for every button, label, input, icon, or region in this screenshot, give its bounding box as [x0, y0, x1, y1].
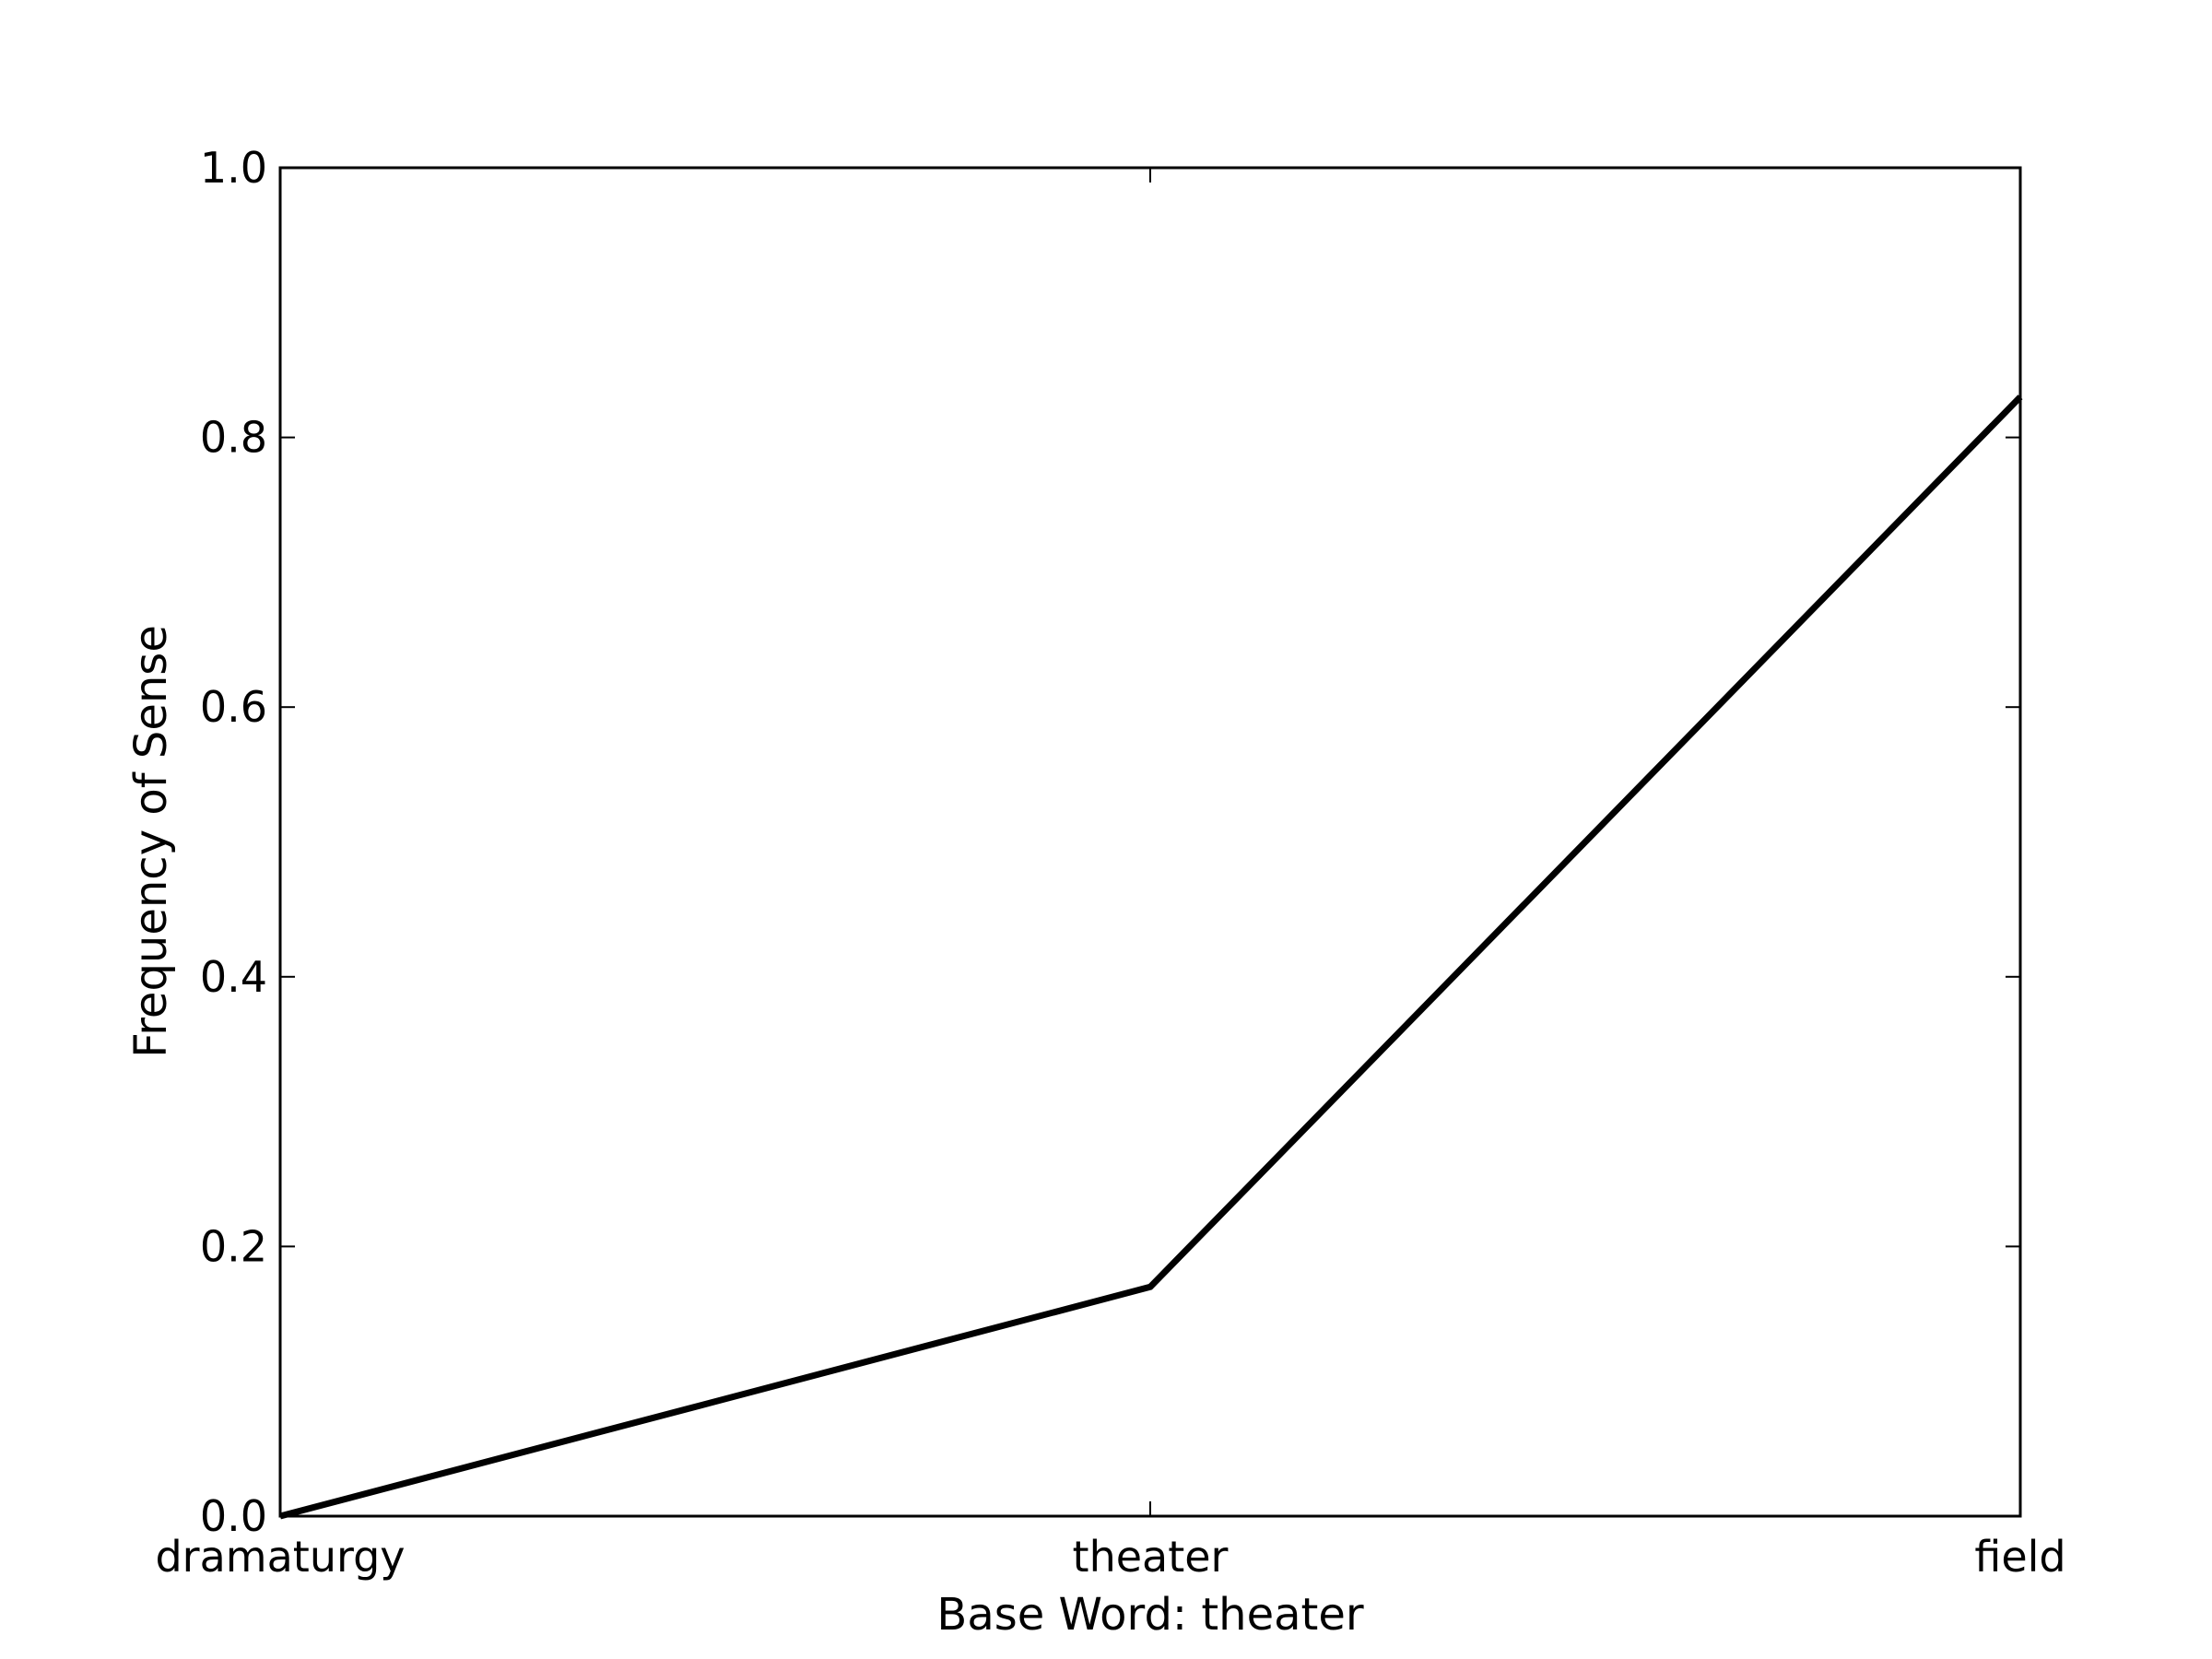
series-group [279, 394, 2023, 1520]
y-tick-label: 1.0 [200, 143, 267, 193]
y-tick-label: 0.6 [200, 682, 267, 732]
x-axis: dramaturgy theater field [155, 168, 2066, 1582]
y-axis-title: Frequency of Sense [125, 625, 177, 1058]
y-tick-label: 0.4 [200, 952, 267, 1002]
y-tick-label: 0.8 [200, 413, 267, 463]
y-tick-label: 0.2 [200, 1221, 267, 1271]
x-tick-label: theater [1073, 1532, 1229, 1582]
x-tick-label: field [1974, 1532, 2065, 1582]
plot-frame [278, 166, 2022, 1518]
x-tick-label: dramaturgy [155, 1532, 405, 1582]
series-line [279, 394, 2023, 1520]
x-axis-title: Base Word: theater [936, 1589, 1363, 1641]
plot-area [280, 168, 2020, 1516]
y-tick-label: 0.0 [200, 1491, 267, 1541]
y-axis: 0.0 0.2 0.4 0.6 0.8 1.0 [200, 143, 2020, 1541]
